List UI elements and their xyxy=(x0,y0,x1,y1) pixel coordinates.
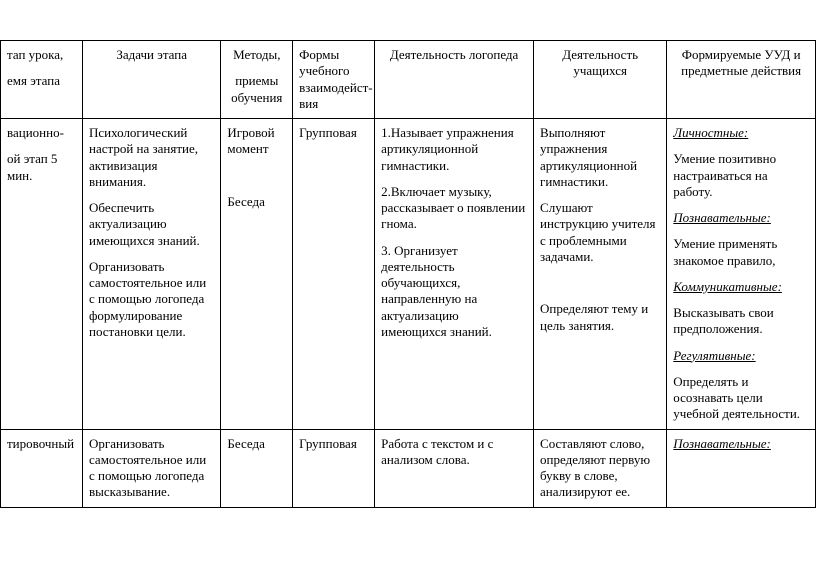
uud-heading: Личностные: xyxy=(673,125,748,140)
cell-stage: тировочный xyxy=(1,429,83,507)
uud-heading: Регулятивные: xyxy=(673,348,755,363)
header-stage: тап урока, емя этапа xyxy=(1,41,83,119)
text: 3. Организует деятельность обучающихся, … xyxy=(381,243,527,341)
uud-heading: Коммуникативные: xyxy=(673,279,782,294)
text: Игровой момент xyxy=(227,125,286,158)
cell-forms: Групповая xyxy=(293,119,375,430)
text: Организовать самостоятельное или с помощ… xyxy=(89,436,214,501)
header-forms: Формы учебного взаимодейст-вия xyxy=(293,41,375,119)
text: Определяют тему и цель занятия. xyxy=(540,301,660,334)
cell-stage: вационно- ой этап 5 мин. xyxy=(1,119,83,430)
text: Методы, xyxy=(227,47,286,63)
text: Деятельность логопеда xyxy=(381,47,527,63)
header-methods: Методы, приемы обучения xyxy=(221,41,293,119)
text: Деятельность учащихся xyxy=(540,47,660,80)
text: 2.Включает музыку, рассказывает о появле… xyxy=(381,184,527,233)
text: Определять и осознавать цели учебной дея… xyxy=(673,374,809,423)
text: 1.Называет упражнения артикуляционной ги… xyxy=(381,125,527,174)
text: ой этап 5 мин. xyxy=(7,151,76,184)
header-uud: Формируемые УУД и предметные действия xyxy=(667,41,816,119)
cell-methods: Игровой момент Беседа xyxy=(221,119,293,430)
header-logoped: Деятельность логопеда xyxy=(375,41,534,119)
text: тап урока, xyxy=(7,47,76,63)
text: Высказывать свои предположения. xyxy=(673,305,809,338)
text: Умение применять знакомое правило, xyxy=(673,236,809,269)
text: Выполняют упражнения артикуляционной гим… xyxy=(540,125,660,190)
text xyxy=(540,275,660,291)
header-students: Деятельность учащихся xyxy=(534,41,667,119)
cell-methods: Беседа xyxy=(221,429,293,507)
text: Умение позитивно настраиваться на работу… xyxy=(673,151,809,200)
text: Групповая xyxy=(299,125,368,141)
text: Организовать самостоятельное или с помощ… xyxy=(89,259,214,340)
text: тировочный xyxy=(7,436,76,452)
text: Формы учебного взаимодейст-вия xyxy=(299,47,368,112)
cell-students: Составляют слово, определяют первую букв… xyxy=(534,429,667,507)
text: приемы обучения xyxy=(227,73,286,106)
cell-logoped: Работа с текстом и с анализом слова. xyxy=(375,429,534,507)
uud-heading: Познавательные: xyxy=(673,210,771,225)
text: Задачи этапа xyxy=(89,47,214,63)
cell-tasks: Психологический настрой на занятие, акти… xyxy=(83,119,221,430)
text xyxy=(227,168,286,184)
header-tasks: Задачи этапа xyxy=(83,41,221,119)
text: Работа с текстом и с анализом слова. xyxy=(381,436,527,469)
table-row: тировочный Организовать самостоятельное … xyxy=(1,429,816,507)
text: Составляют слово, определяют первую букв… xyxy=(540,436,660,501)
text: Групповая xyxy=(299,436,368,452)
text: емя этапа xyxy=(7,73,76,89)
uud-heading: Познавательные: xyxy=(673,436,771,451)
cell-forms: Групповая xyxy=(293,429,375,507)
text: Беседа xyxy=(227,194,286,210)
text: Психологический настрой на занятие, акти… xyxy=(89,125,214,190)
cell-students: Выполняют упражнения артикуляционной гим… xyxy=(534,119,667,430)
cell-uud: Личностные: Умение позитивно настраивать… xyxy=(667,119,816,430)
cell-uud: Познавательные: xyxy=(667,429,816,507)
lesson-plan-table: тап урока, емя этапа Задачи этапа Методы… xyxy=(0,40,816,508)
text: Беседа xyxy=(227,436,286,452)
text: Обеспечить актуализацию имеющихся знаний… xyxy=(89,200,214,249)
text: вационно- xyxy=(7,125,76,141)
cell-tasks: Организовать самостоятельное или с помощ… xyxy=(83,429,221,507)
table-header-row: тап урока, емя этапа Задачи этапа Методы… xyxy=(1,41,816,119)
text: Формируемые УУД и предметные действия xyxy=(673,47,809,80)
table-row: вационно- ой этап 5 мин. Психологический… xyxy=(1,119,816,430)
text: Слушают инструкцию учителя с проблемными… xyxy=(540,200,660,265)
cell-logoped: 1.Называет упражнения артикуляционной ги… xyxy=(375,119,534,430)
